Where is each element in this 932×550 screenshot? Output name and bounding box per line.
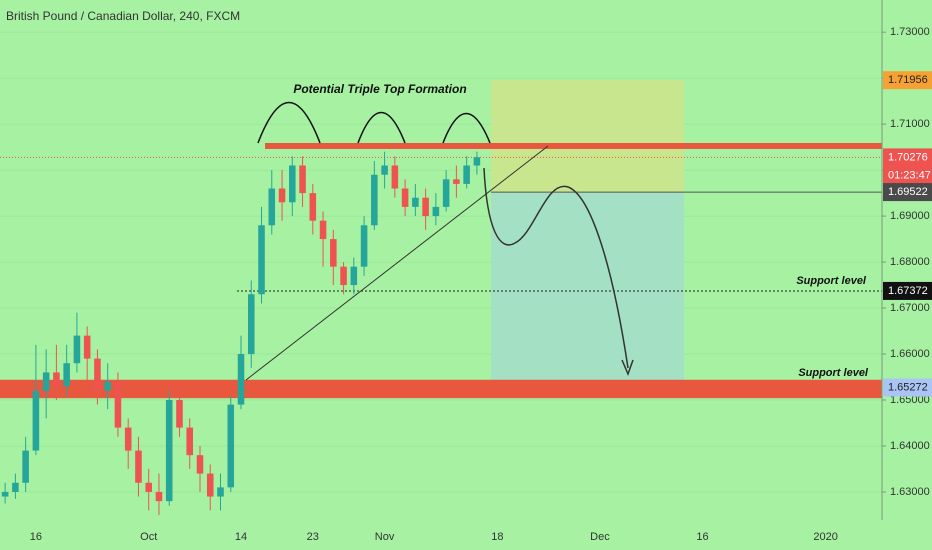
x-tick-label: Oct bbox=[140, 531, 157, 543]
candle-body bbox=[473, 157, 481, 166]
underlay bbox=[0, 31, 882, 493]
y-tick-label: 1.64000 bbox=[890, 440, 930, 452]
y-tick-label: 1.71000 bbox=[890, 118, 930, 130]
price-tag bbox=[883, 148, 932, 185]
candle-body bbox=[186, 427, 194, 456]
y-tick-label: 1.65000 bbox=[890, 394, 930, 406]
y-tick-label: 1.66000 bbox=[890, 348, 930, 360]
x-tick-label: 14 bbox=[235, 531, 247, 543]
countdown: 01:23:47 bbox=[888, 169, 931, 181]
candle-body bbox=[340, 266, 347, 286]
candle-body bbox=[217, 487, 224, 497]
candle-body bbox=[32, 390, 40, 451]
candle-body bbox=[155, 491, 163, 502]
x-tick-label: 16 bbox=[30, 531, 42, 543]
candle-body bbox=[237, 354, 245, 405]
x-tick-label: 23 bbox=[307, 531, 319, 543]
support-label: Support level bbox=[796, 275, 867, 287]
candle-body bbox=[196, 455, 204, 474]
candle-body bbox=[135, 450, 142, 483]
projection-path bbox=[483, 167, 629, 369]
top-arcs bbox=[257, 101, 491, 144]
price-tag-label: 1.70276 bbox=[888, 151, 928, 163]
candle-body bbox=[22, 450, 29, 483]
chart-title: British Pound / Canadian Dollar, 240, FX… bbox=[6, 9, 240, 23]
candle-body bbox=[42, 372, 50, 391]
candle-body bbox=[94, 358, 101, 391]
y-tick-label: 1.67000 bbox=[890, 302, 930, 314]
candle-body bbox=[124, 427, 132, 451]
candle-body bbox=[258, 225, 265, 295]
trendline bbox=[245, 145, 549, 381]
x-tick-label: Nov bbox=[375, 531, 395, 543]
candle-body bbox=[299, 165, 306, 194]
candle-body bbox=[12, 482, 19, 492]
price-tag bbox=[883, 183, 932, 202]
candle-body bbox=[268, 188, 276, 226]
candle-body bbox=[371, 174, 378, 226]
price-tag-label: 1.71956 bbox=[888, 74, 928, 86]
arrow-head bbox=[621, 359, 634, 377]
candle-body bbox=[289, 165, 296, 203]
candle-body bbox=[381, 165, 388, 175]
candle-body bbox=[442, 179, 450, 207]
price-axis: 1.63000 1.64000 1.65000 1.66000 1.67000 1.680… bbox=[882, 26, 932, 498]
stop-zone bbox=[491, 80, 684, 193]
y-tick-label: 1.73000 bbox=[890, 26, 930, 38]
candle-body bbox=[309, 193, 317, 221]
price-tag-label: 1.65272 bbox=[888, 381, 928, 393]
candle-body bbox=[463, 165, 470, 184]
candle-body bbox=[422, 197, 429, 217]
candle-body bbox=[391, 165, 399, 189]
x-tick-label: 18 bbox=[491, 531, 503, 543]
price-tag-label: 1.69522 bbox=[888, 186, 928, 198]
candle-body bbox=[73, 335, 81, 364]
candle-body bbox=[206, 473, 214, 497]
plot bbox=[1, 151, 481, 515]
candle-body bbox=[319, 220, 327, 240]
candle-body bbox=[412, 197, 419, 207]
price-tag bbox=[883, 378, 932, 397]
candle-body bbox=[145, 482, 152, 492]
candle-body bbox=[63, 363, 70, 387]
y-tick-label: 1.63000 bbox=[890, 486, 930, 498]
candle-body bbox=[114, 381, 122, 428]
candle-body bbox=[104, 381, 111, 391]
candle-body bbox=[330, 239, 337, 267]
candle-body bbox=[53, 372, 60, 387]
candle-body bbox=[247, 294, 255, 355]
candle-body bbox=[360, 225, 368, 267]
price-tag-label: 1.67372 bbox=[888, 285, 928, 297]
price-tag bbox=[883, 71, 932, 90]
y-tick-label: 1.68000 bbox=[890, 256, 930, 268]
resistance-zone bbox=[265, 142, 882, 149]
candle-body bbox=[401, 188, 409, 207]
x-tick-label: 2020 bbox=[813, 531, 837, 543]
support-zone bbox=[0, 379, 882, 399]
pattern-label: Potential Triple Top Formation bbox=[293, 82, 466, 96]
y-tick-label: 1.69000 bbox=[890, 210, 930, 222]
candle-body bbox=[453, 179, 460, 184]
candle-body bbox=[165, 400, 173, 502]
x-tick-label: Dec bbox=[590, 531, 610, 543]
candle-body bbox=[432, 206, 440, 217]
candle-body bbox=[350, 266, 358, 286]
support-label: Support level bbox=[798, 367, 869, 379]
candle-body bbox=[278, 188, 286, 203]
candle-body bbox=[227, 404, 235, 488]
x-tick-label: 16 bbox=[696, 531, 708, 543]
candle-body bbox=[1, 491, 9, 497]
target-zone bbox=[491, 192, 684, 388]
candle-body bbox=[176, 400, 183, 428]
candle-body bbox=[83, 335, 91, 359]
price-tag bbox=[883, 281, 932, 300]
